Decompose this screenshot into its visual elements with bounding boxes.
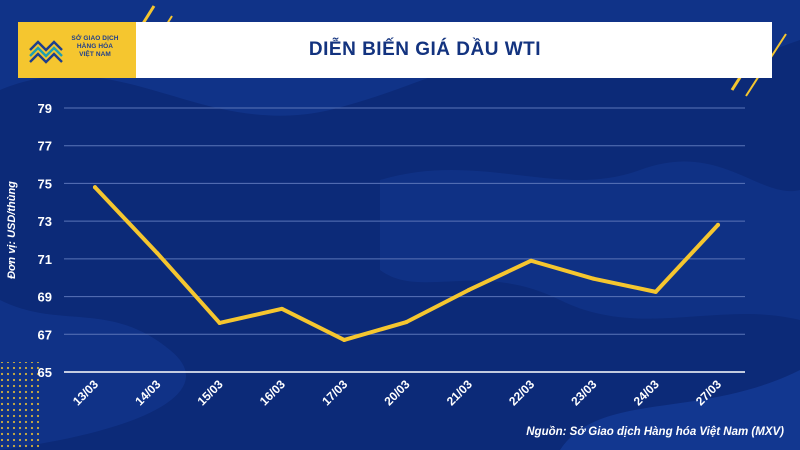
- data-point: [591, 276, 596, 281]
- logo-line: VIỆT NAM: [79, 51, 111, 58]
- x-axis-ticks: 13/03 14/03 15/03 16/03 17/03 20/03 21/03 22/03…: [70, 377, 724, 408]
- x-tick-label: 27/03: [693, 377, 724, 408]
- y-tick-label: 71: [38, 252, 52, 267]
- grid-lines: [64, 107, 745, 373]
- y-tick-label: 67: [38, 327, 52, 342]
- logo-text: SỞ GIAO DỊCH HÀNG HÓA VIỆT NAM: [58, 35, 132, 59]
- data-point: [404, 320, 409, 325]
- y-tick-label: 75: [38, 176, 52, 191]
- series-line: [93, 185, 720, 342]
- x-tick-label: 20/03: [381, 377, 412, 408]
- x-tick-label: 14/03: [132, 377, 163, 408]
- logo-emblem-icon: [29, 40, 63, 64]
- x-tick-label: 15/03: [195, 377, 226, 408]
- data-point: [342, 337, 347, 342]
- x-tick-label: 16/03: [257, 377, 288, 408]
- data-point: [716, 222, 720, 227]
- header-band: [18, 22, 772, 78]
- source-note: Nguồn: Sở Giao dịch Hàng hóa Việt Nam (M…: [526, 426, 784, 438]
- data-point: [653, 289, 658, 294]
- y-axis-label: Đơn vị: USD/thùng: [6, 181, 18, 279]
- y-tick-label: 69: [38, 290, 52, 305]
- data-point: [529, 258, 534, 263]
- x-tick-label: 21/03: [444, 377, 475, 408]
- chart-title: DIỄN BIẾN GIÁ DẦU WTI: [308, 39, 542, 60]
- data-point: [217, 320, 222, 325]
- series-layer: [93, 185, 720, 342]
- data-point: [466, 287, 471, 292]
- logo: [18, 22, 136, 78]
- y-tick-label: 65: [38, 365, 52, 380]
- y-axis-ticks: 65 67 69 71 73 75 77 79: [38, 101, 52, 380]
- x-tick-label: 22/03: [506, 377, 537, 408]
- y-tick-label: 79: [38, 101, 52, 116]
- y-tick-label: 73: [38, 214, 52, 229]
- logo-line: SỞ GIAO DỊCH: [71, 35, 119, 42]
- x-tick-label: 23/03: [568, 377, 599, 408]
- data-point: [155, 251, 160, 256]
- data-point: [93, 185, 97, 190]
- x-tick-label: 24/03: [631, 377, 662, 408]
- data-point: [279, 306, 284, 311]
- x-tick-label: 17/03: [319, 377, 350, 408]
- logo-line: HÀNG HÓA: [76, 43, 114, 50]
- y-tick-label: 77: [38, 139, 52, 154]
- x-tick-label: 13/03: [70, 377, 101, 408]
